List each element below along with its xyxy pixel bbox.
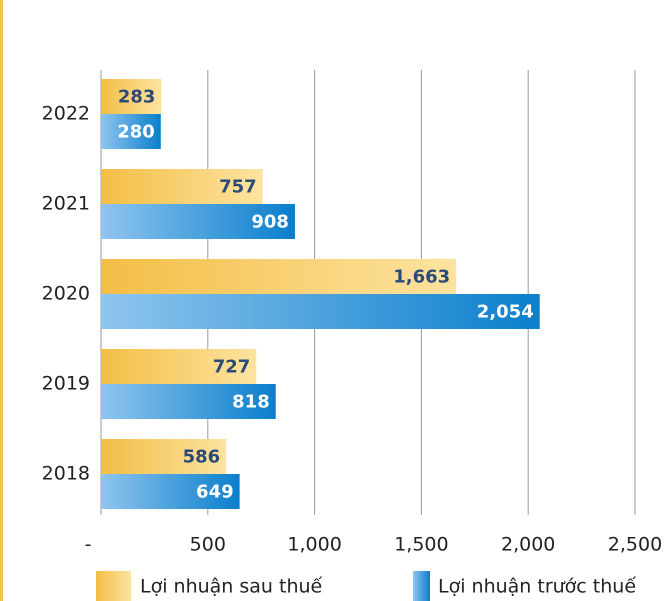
x-tick-label: 2,000 [501, 534, 555, 556]
legend-swatch [96, 571, 131, 601]
value-label: 1,663 [393, 267, 450, 288]
value-label: 280 [117, 122, 155, 143]
x-tick-label: 500 [190, 534, 226, 556]
y-tick-label: 2018 [42, 463, 90, 485]
value-label: 586 [183, 447, 221, 468]
legend-label: Lợi nhuận trước thuế [438, 576, 636, 598]
x-tick-label: 2,500 [608, 534, 662, 556]
bar [101, 349, 257, 384]
x-tick-label: - [85, 534, 92, 556]
legend-swatch [413, 571, 430, 601]
legend-label: Lợi nhuận sau thuế [140, 576, 323, 598]
bar [101, 169, 263, 204]
value-label: 727 [213, 357, 251, 378]
bar [101, 439, 227, 474]
bar [101, 204, 295, 239]
x-tick-label: 1,500 [394, 534, 448, 556]
y-tick-label: 2020 [42, 283, 90, 305]
x-tick-label: 1,000 [287, 534, 341, 556]
bar [101, 114, 161, 149]
bar [101, 259, 457, 294]
bar [101, 79, 162, 114]
value-label: 757 [219, 177, 257, 198]
value-label: 2,054 [477, 302, 534, 323]
y-tick-label: 2021 [42, 193, 90, 215]
bar [101, 474, 240, 509]
y-tick-label: 2022 [42, 103, 90, 125]
bar [101, 384, 276, 419]
y-tick-label: 2019 [42, 373, 90, 395]
value-label: 649 [196, 482, 234, 503]
value-label: 283 [118, 87, 156, 108]
value-label: 818 [232, 392, 270, 413]
bar [101, 294, 540, 329]
value-label: 908 [251, 212, 289, 233]
